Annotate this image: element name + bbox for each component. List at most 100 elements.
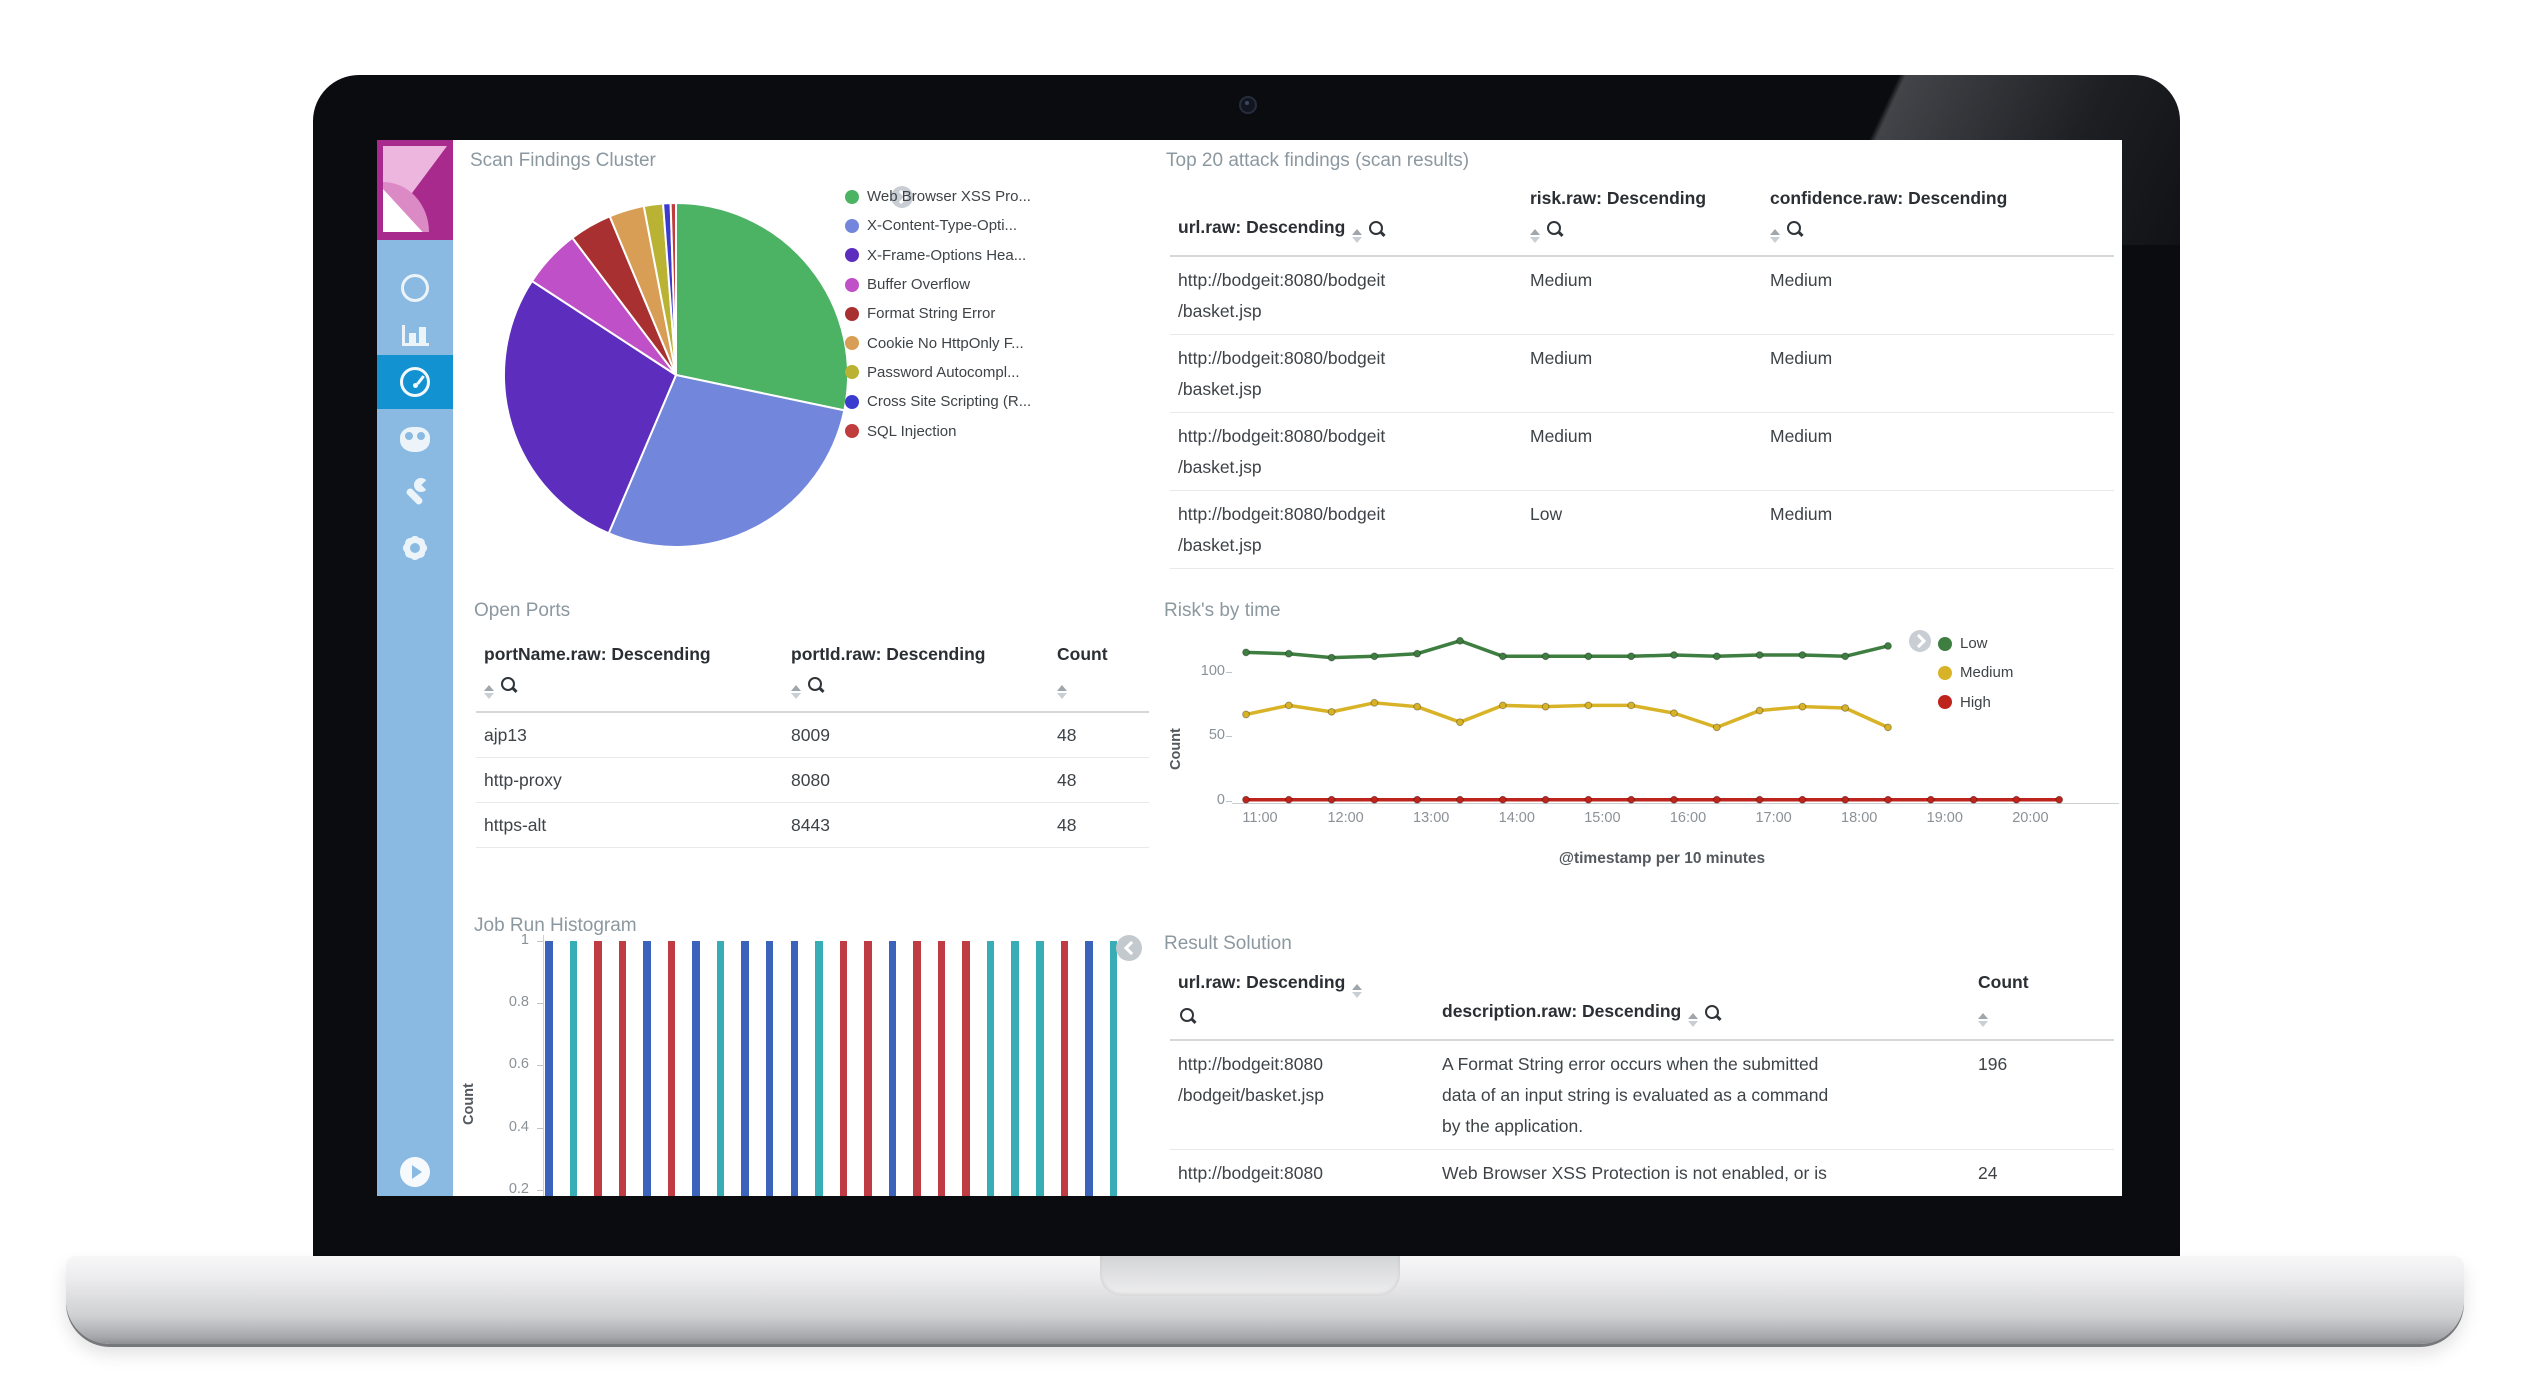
data-point[interactable] [1884,642,1892,650]
column-header[interactable]: url.raw: Descending [1170,184,1522,257]
histogram-bar[interactable] [815,941,823,1196]
legend-item[interactable]: Password Autocompl... [845,358,1031,387]
data-point[interactable] [1841,652,1850,661]
legend-toggle-chevron-icon[interactable] [1116,935,1142,961]
sort-icon[interactable] [1770,229,1780,243]
search-icon[interactable] [1369,221,1384,235]
column-header[interactable]: portName.raw: Descending [476,640,783,713]
data-point[interactable] [1670,651,1678,659]
data-point[interactable] [1627,652,1636,661]
histogram-bar[interactable] [986,941,995,1196]
histogram-bar[interactable] [937,941,946,1196]
data-point[interactable] [1498,701,1507,710]
column-header[interactable]: portId.raw: Descending [783,640,1049,713]
data-point[interactable] [1498,795,1507,804]
histogram-bar[interactable] [1085,941,1093,1196]
legend-item[interactable]: SQL Injection [845,416,1031,445]
search-icon[interactable] [501,677,515,691]
legend-item[interactable]: Medium [1938,658,2013,687]
legend-item[interactable]: X-Content-Type-Opti... [845,211,1031,240]
legend-item[interactable]: High [1938,688,2013,717]
histogram-bar[interactable] [545,941,553,1196]
histogram-bar[interactable] [962,941,970,1196]
histogram-bar[interactable] [1036,941,1044,1196]
histogram-bar[interactable] [864,941,872,1196]
search-icon[interactable] [1547,221,1561,235]
data-point[interactable] [1413,795,1422,804]
histogram-bar[interactable] [1011,941,1019,1196]
data-point[interactable] [1584,795,1593,804]
sort-icon[interactable] [1352,229,1363,243]
column-header[interactable]: confidence.raw: Descending [1762,184,2114,257]
search-icon[interactable] [808,677,822,691]
data-point[interactable] [1327,795,1336,804]
histogram-bar[interactable] [913,941,921,1196]
data-point[interactable] [1327,653,1336,662]
data-point[interactable] [1798,795,1807,804]
data-point[interactable] [1242,710,1250,719]
data-point[interactable] [1413,702,1422,711]
pie-slice[interactable] [675,202,849,412]
sidebar-item-plugin[interactable] [377,412,453,466]
sidebar-item-dashboard[interactable] [377,355,453,409]
histogram-bar[interactable] [692,941,700,1196]
column-header[interactable]: Count [1049,640,1149,713]
legend-item[interactable]: Cookie No HttpOnly F... [845,328,1031,357]
data-point[interactable] [2012,795,2021,804]
data-point[interactable] [1284,649,1293,658]
legend-item[interactable]: Cross Site Scripting (R... [845,387,1031,416]
data-point[interactable] [1670,795,1678,804]
sort-icon[interactable] [484,685,494,699]
data-point[interactable] [1755,706,1764,715]
sort-icon[interactable] [1688,1013,1699,1027]
sort-icon[interactable] [1057,685,1067,699]
search-icon[interactable] [1705,1005,1720,1019]
legend-item[interactable]: X-Frame-Options Hea... [845,241,1031,270]
data-point[interactable] [1456,636,1464,645]
column-header[interactable]: description.raw: Descending [1434,968,1970,1041]
histogram-bar[interactable] [643,941,651,1196]
histogram-bar[interactable] [765,941,774,1196]
data-point[interactable] [1798,702,1807,711]
sidebar-item-settings[interactable] [377,521,453,575]
data-point[interactable] [1370,652,1379,661]
data-point[interactable] [1712,795,1721,804]
data-point[interactable] [1498,652,1507,661]
data-point[interactable] [1327,707,1336,716]
data-point[interactable] [1755,651,1764,659]
search-icon[interactable] [1787,221,1801,235]
histogram-bar[interactable] [1060,941,1069,1196]
data-point[interactable] [1884,723,1892,732]
data-point[interactable] [1242,795,1250,804]
search-icon[interactable] [1180,1008,1194,1022]
data-point[interactable] [1798,651,1807,659]
data-point[interactable] [1969,795,1978,804]
column-header[interactable]: risk.raw: Descending [1522,184,1762,257]
legend-item[interactable]: Buffer Overflow [845,270,1031,299]
sort-icon[interactable] [1352,984,1363,998]
data-point[interactable] [1541,795,1550,804]
histogram-bar[interactable] [839,941,848,1196]
data-point[interactable] [1841,795,1850,804]
data-point[interactable] [1284,795,1293,804]
legend-item[interactable]: Web Browser XSS Pro... [845,182,1031,211]
data-point[interactable] [1541,652,1550,661]
histogram-bar[interactable] [741,941,749,1196]
data-point[interactable] [1242,648,1250,657]
sidebar-item-visualize[interactable] [377,308,453,362]
data-point[interactable] [1584,701,1593,710]
histogram-bar[interactable] [569,941,578,1196]
histogram-bar[interactable] [618,941,627,1196]
data-point[interactable] [1541,702,1550,711]
pie-slice[interactable] [503,280,677,535]
sidebar-item-discover[interactable] [377,261,453,315]
data-point[interactable] [2055,795,2064,804]
data-point[interactable] [1926,795,1935,804]
sort-icon[interactable] [1978,1013,1988,1027]
data-point[interactable] [1884,795,1892,804]
legend-item[interactable]: Format String Error [845,299,1031,328]
histogram-bar[interactable] [888,941,897,1196]
data-point[interactable] [1284,701,1293,710]
sidebar-item-tools[interactable] [377,466,453,520]
legend-toggle-chevron-icon[interactable] [1909,630,1931,652]
